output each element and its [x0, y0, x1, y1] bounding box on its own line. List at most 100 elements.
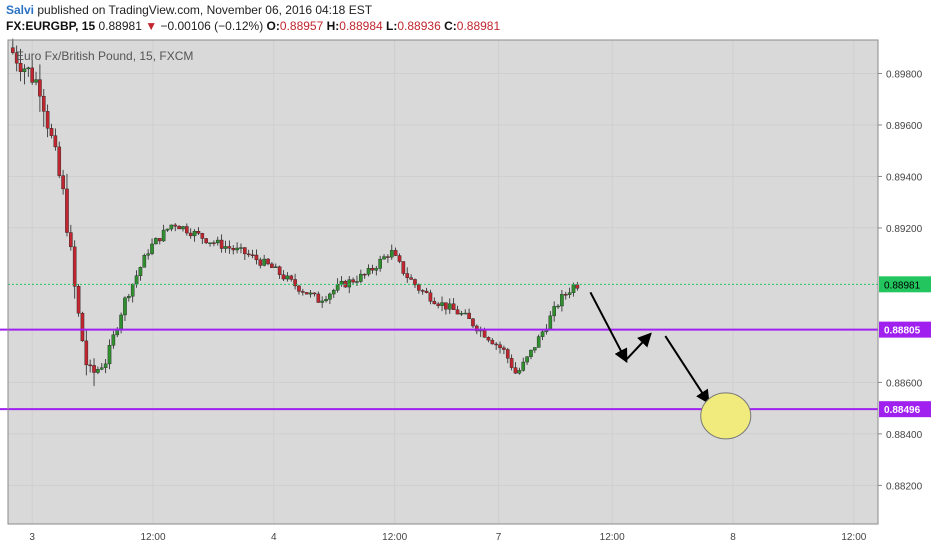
- candle-down: [304, 292, 309, 295]
- y-tick-label: 0.88400: [886, 430, 923, 441]
- candle-down: [436, 303, 440, 306]
- candle-up: [389, 250, 394, 258]
- high-label: H:: [326, 19, 340, 33]
- candle-down: [61, 175, 65, 190]
- last-price: 0.88981: [98, 19, 142, 33]
- candle-down: [277, 266, 282, 275]
- level-label: 0.88805: [884, 326, 921, 337]
- candle-down: [301, 291, 305, 293]
- candle-up: [517, 370, 522, 374]
- candle-up: [459, 313, 464, 315]
- candle-down: [393, 250, 398, 256]
- candle-up: [525, 356, 529, 363]
- candle-down: [444, 302, 448, 310]
- candle-down: [53, 135, 58, 148]
- low-value: 0.88936: [397, 19, 441, 33]
- arrow-annotation[interactable]: [589, 291, 628, 364]
- candle-up: [127, 296, 131, 299]
- symbol-label[interactable]: FX:EURGBP, 15: [6, 19, 96, 33]
- candle-down: [49, 128, 54, 136]
- candle-up: [130, 283, 135, 297]
- candle-down: [11, 47, 15, 53]
- candle-down: [498, 344, 502, 349]
- candle-down: [471, 318, 475, 327]
- time-axis[interactable]: 3 12:00 4 12:00 7 12:00 8 12:00: [29, 532, 866, 543]
- y-tick-label: 0.88200: [886, 481, 923, 492]
- current-price-badge: [879, 276, 931, 293]
- candle-up: [378, 258, 382, 269]
- horizontal-levels: 0.88981 0.88805 0.88496: [0, 276, 931, 418]
- candle-down: [401, 261, 406, 274]
- publish-line: Salvi published on TradingView.com, Nove…: [6, 2, 500, 18]
- level-badge: [879, 401, 931, 418]
- candle-down: [413, 279, 417, 286]
- arrow-annotation[interactable]: [625, 332, 652, 360]
- price-axis[interactable]: 0.89800 0.89600 0.89400 0.89200 0.88600 0.884…: [878, 69, 923, 492]
- level-badge: [879, 321, 931, 338]
- candle-down: [38, 79, 42, 97]
- candle-down: [188, 232, 193, 237]
- candle-down: [270, 263, 274, 268]
- candle-down: [563, 294, 568, 296]
- candle-down: [258, 259, 263, 266]
- candle-down: [246, 253, 251, 256]
- candle-up: [142, 255, 147, 268]
- candle-down: [575, 284, 580, 289]
- candle-up: [536, 336, 541, 348]
- open-value: 0.88957: [279, 19, 324, 33]
- candle-down: [173, 224, 178, 227]
- x-tick-label: 7: [496, 532, 502, 543]
- candle-up: [169, 224, 174, 230]
- candle-down: [76, 286, 81, 314]
- candle-down: [370, 268, 375, 271]
- open-label: O:: [266, 19, 280, 33]
- candle-down: [428, 292, 433, 302]
- candle-down: [80, 312, 85, 342]
- candle-down: [227, 246, 232, 249]
- candle-up: [355, 281, 359, 283]
- candle-down: [432, 301, 437, 305]
- candlestick-series: [11, 38, 580, 387]
- y-tick-label: 0.89400: [886, 172, 923, 183]
- candle-up: [119, 314, 123, 330]
- y-tick-label: 0.89200: [886, 224, 923, 235]
- price-change: −0.00106 (−0.12%): [160, 19, 264, 33]
- candle-down: [30, 67, 34, 83]
- x-tick-label: 8: [730, 532, 736, 543]
- candle-up: [223, 246, 228, 249]
- candle-up: [366, 268, 371, 275]
- candle-up: [347, 279, 352, 288]
- x-tick-label: 12:00: [841, 532, 866, 543]
- candle-up: [99, 367, 104, 370]
- candle-down: [351, 279, 355, 283]
- candle-up: [107, 345, 112, 365]
- candle-up: [359, 273, 363, 282]
- candle-down: [243, 247, 247, 255]
- candle-up: [533, 347, 537, 351]
- candle-up: [567, 292, 572, 295]
- candle-up: [150, 243, 154, 254]
- candle-up: [96, 369, 100, 373]
- close-label: C:: [444, 19, 457, 33]
- x-tick-label: 4: [271, 532, 277, 543]
- y-tick-label: 0.89800: [886, 69, 923, 80]
- x-tick-label: 12:00: [382, 532, 407, 543]
- candle-down: [219, 239, 224, 249]
- candle-up: [308, 292, 313, 295]
- candle-down: [420, 290, 425, 292]
- candle-down: [231, 248, 236, 251]
- candle-down: [281, 274, 286, 280]
- candle-down: [405, 273, 410, 278]
- arrow-annotation[interactable]: [664, 335, 710, 405]
- ohlc-line: FX:EURGBP, 15 0.88981 ▼ −0.00106 (−0.12%…: [6, 18, 500, 34]
- target-circle[interactable]: [700, 392, 752, 440]
- candle-down: [475, 325, 479, 332]
- candle-up: [138, 267, 143, 276]
- candle-up: [335, 283, 340, 291]
- candle-up: [328, 293, 332, 300]
- candle-down: [482, 329, 487, 338]
- candle-down: [316, 293, 321, 303]
- author-link[interactable]: Salvi: [6, 3, 35, 17]
